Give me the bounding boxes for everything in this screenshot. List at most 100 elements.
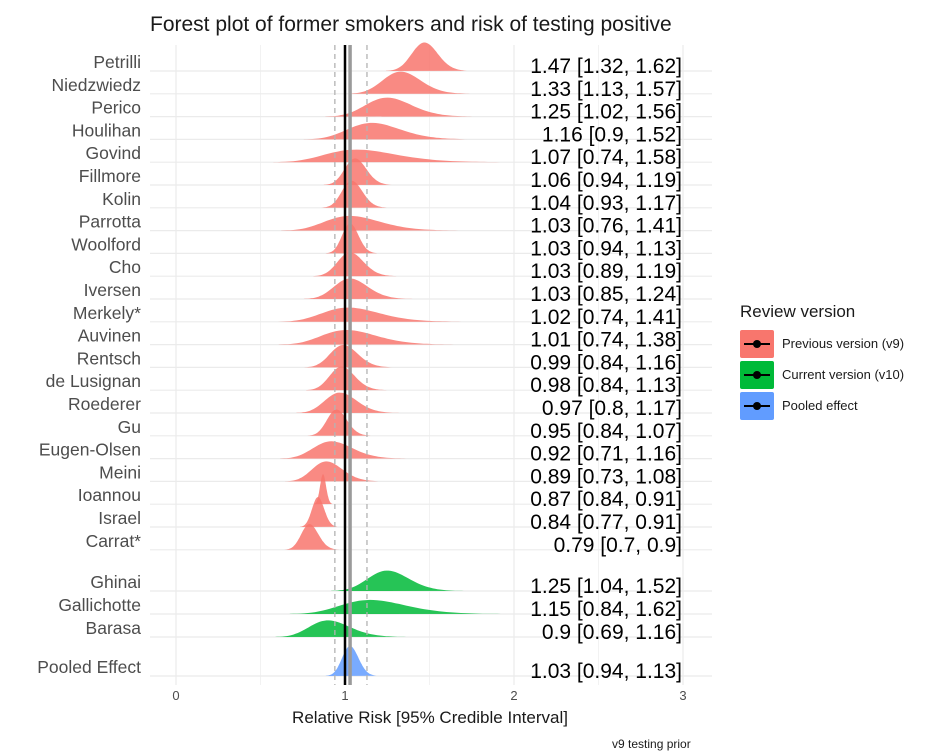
estimate-label: 0.99 [0.84, 1.16] (530, 351, 682, 374)
study-label: Gallichotte (58, 595, 141, 615)
density-ridge (277, 307, 468, 322)
density-ridge (321, 180, 388, 208)
density-ridge (278, 330, 460, 345)
legend-label-previous: Previous version (v9) (782, 336, 905, 351)
density-ridge (325, 223, 379, 254)
estimate-label: 0.84 [0.77, 0.91] (530, 511, 682, 534)
estimate-label: 1.03 [0.94, 1.13] (530, 237, 682, 260)
estimate-label: 1.01 [0.74, 1.38] (530, 329, 682, 352)
estimate-label: 0.87 [0.84, 0.91] (530, 488, 682, 511)
x-axis-ticks: 0 1 2 3 (172, 688, 686, 703)
estimate-label: 1.03 [0.89, 1.19] (530, 260, 682, 283)
study-label: Niedzwiedz (52, 75, 141, 95)
study-label: Meini (99, 462, 141, 482)
density-ridge (325, 97, 475, 117)
estimate-label: 0.95 [0.84, 1.07] (530, 420, 682, 443)
density-ridge (306, 366, 387, 391)
chart-title: Forest plot of former smokers and risk o… (150, 13, 672, 36)
density-ridges (273, 42, 512, 676)
study-label: Houlihan (72, 120, 141, 140)
study-label: Kolin (102, 189, 141, 209)
estimate-label: 1.07 [0.74, 1.58] (530, 146, 682, 169)
estimate-labels: 1.47 [1.32, 1.62]1.33 [1.13, 1.57]1.25 [… (530, 55, 682, 683)
density-ridge (296, 392, 400, 413)
study-label: Iversen (84, 280, 141, 300)
estimate-label: 1.33 [1.13, 1.57] (530, 78, 682, 101)
density-ridge (313, 252, 397, 277)
density-ridge (281, 215, 465, 231)
study-label: Perico (91, 98, 141, 118)
study-label: Petrilli (93, 52, 141, 72)
study-label: Cho (109, 257, 141, 277)
legend-label-current: Current version (v10) (782, 367, 905, 382)
estimate-label: 0.79 [0.7, 0.9] (554, 534, 682, 557)
legend-key-current (740, 360, 774, 389)
estimate-label: 1.15 [0.84, 1.62] (530, 598, 682, 621)
legend-item-current: Current version (v10) (740, 359, 904, 390)
study-label: Eugen-Olsen (39, 440, 141, 460)
density-ridge (325, 646, 379, 676)
legend-label-pooled: Pooled effect (782, 398, 858, 413)
study-label: Ghinai (90, 572, 141, 592)
estimate-label: 1.02 [0.74, 1.41] (530, 306, 682, 329)
study-label: de Lusignan (46, 371, 141, 391)
density-ridge (273, 149, 512, 163)
density-ridge (323, 158, 394, 185)
study-label: Fillmore (79, 166, 141, 186)
study-label: Roederer (68, 394, 141, 414)
x-tick-label: 3 (679, 688, 686, 703)
study-label: Merkely* (73, 303, 141, 323)
legend-key-pooled (740, 391, 774, 420)
study-label: Parrotta (79, 212, 142, 232)
estimate-label: 0.97 [0.8, 1.17] (542, 397, 682, 420)
study-label: Barasa (86, 618, 142, 638)
study-label: Auvinen (78, 326, 141, 346)
x-tick-label: 1 (341, 688, 348, 703)
x-axis-label: Relative Risk [95% Credible Interval] (292, 708, 568, 727)
study-label: Ioannou (78, 485, 141, 505)
legend: Review version Previous version (v9) Cur… (740, 302, 904, 421)
density-ridge (284, 524, 340, 550)
density-ridge (299, 497, 339, 527)
density-ridge (386, 42, 470, 71)
density-ridge (285, 461, 384, 482)
grid-layer (150, 45, 712, 685)
x-tick-label: 2 (510, 688, 517, 703)
study-label: Woolford (71, 234, 141, 254)
estimate-label: 1.04 [0.93, 1.17] (530, 192, 682, 215)
density-ridge (275, 620, 409, 637)
study-label: Rentsch (77, 348, 141, 368)
estimate-label: 1.25 [1.02, 1.56] (530, 101, 682, 124)
density-ridge (347, 71, 470, 94)
density-ridge (307, 409, 372, 436)
estimate-label: 1.03 [0.76, 1.41] (530, 215, 682, 238)
legend-key-previous (740, 329, 774, 358)
estimate-label: 1.16 [0.9, 1.52] (542, 123, 682, 146)
study-label: Israel (98, 508, 141, 528)
legend-title: Review version (740, 302, 856, 321)
study-label: Pooled Effect (37, 657, 141, 677)
caption: v9 testing prior (612, 737, 691, 751)
estimate-label: 1.47 [1.32, 1.62] (530, 55, 682, 78)
study-label: Gu (118, 417, 141, 437)
density-ridge (331, 570, 464, 591)
estimate-label: 1.03 [0.85, 1.24] (530, 283, 682, 306)
x-tick-label: 0 (172, 688, 179, 703)
estimate-label: 1.03 [0.94, 1.13] (530, 660, 682, 683)
estimate-label: 0.9 [0.69, 1.16] (542, 621, 682, 644)
estimate-label: 1.25 [1.04, 1.52] (530, 575, 682, 598)
study-label: Govind (86, 143, 141, 163)
density-ridge (303, 278, 413, 299)
estimate-label: 1.06 [0.94, 1.19] (530, 169, 682, 192)
density-ridge (313, 474, 333, 505)
estimate-label: 0.89 [0.73, 1.08] (530, 465, 682, 488)
legend-item-pooled: Pooled effect (740, 390, 904, 421)
study-label: Carrat* (86, 531, 142, 551)
legend-item-previous: Previous version (v9) (740, 328, 904, 359)
density-ridge (303, 122, 477, 140)
estimate-label: 0.92 [0.71, 1.16] (530, 443, 682, 466)
density-ridge (289, 599, 509, 614)
